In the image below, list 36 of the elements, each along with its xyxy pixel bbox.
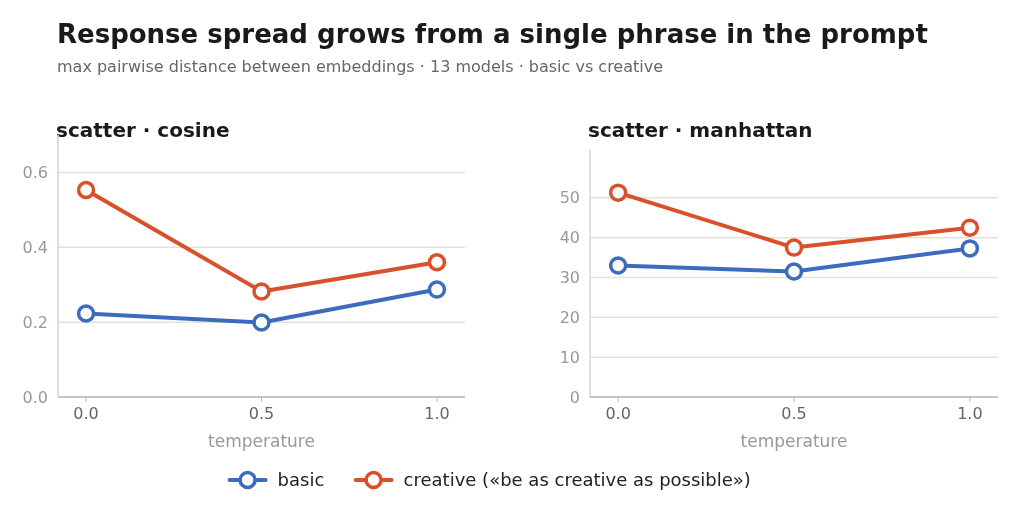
legend-label: creative («be as creative as possible»)	[403, 469, 751, 491]
y-tick-label: 0.6	[22, 163, 48, 183]
y-tick-label: 20	[559, 307, 580, 327]
point	[960, 218, 980, 237]
text: max pairwise distance between embeddings · 13 models · basic vs creative	[57, 57, 664, 76]
point	[252, 313, 271, 332]
x-tick-label: 0.0	[73, 404, 99, 423]
y-tick-label: 0.2	[22, 312, 48, 332]
chart-title: scatter · cosine	[56, 118, 230, 142]
point	[427, 280, 447, 299]
point	[76, 180, 96, 200]
y-tick-label: 30	[559, 268, 580, 288]
y-tick-label: 40	[559, 228, 580, 248]
y-tick-label: 0.4	[22, 237, 48, 257]
x-axis-title: temperature	[208, 431, 315, 451]
point	[427, 253, 447, 272]
point	[960, 239, 980, 258]
point	[252, 282, 271, 301]
y-tick-label: 0.0	[22, 387, 48, 407]
text: Response spread grows from a single phrase in the prompt	[57, 19, 928, 49]
point	[784, 262, 804, 281]
chart-title: scatter · manhattan	[588, 118, 813, 142]
y-tick-label: 0	[569, 387, 580, 407]
point	[784, 238, 804, 257]
point	[608, 256, 628, 275]
y-tick-label: 50	[559, 188, 580, 208]
y-tick-label: 10	[559, 347, 580, 367]
x-axis-title: temperature	[740, 431, 848, 451]
x-tick-label: 1.0	[424, 404, 450, 423]
x-tick-label: 0.5	[781, 404, 807, 423]
x-tick-label: 0.5	[248, 404, 275, 423]
x-tick-label: 0.0	[605, 404, 631, 423]
point	[608, 183, 628, 202]
legend-label: basic	[277, 469, 325, 491]
point	[76, 304, 96, 323]
x-tick-label: 1.0	[957, 404, 983, 423]
